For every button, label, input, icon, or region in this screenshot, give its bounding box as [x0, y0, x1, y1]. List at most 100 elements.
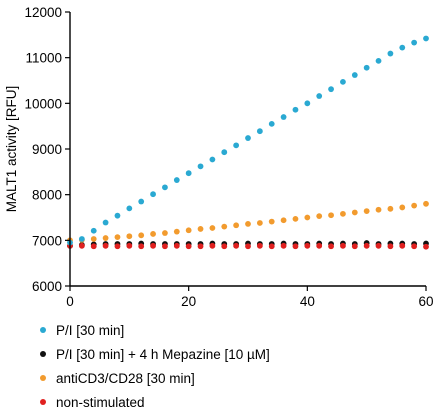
data-point	[411, 202, 418, 209]
data-point	[90, 227, 97, 234]
data-point	[387, 50, 394, 57]
y-axis-label: MALT1 activity [RFU]	[4, 86, 19, 213]
data-point	[328, 86, 334, 93]
data-point	[126, 205, 133, 212]
data-point	[150, 231, 156, 237]
data-point	[221, 243, 228, 250]
data-point	[245, 243, 251, 250]
data-point	[328, 243, 334, 250]
data-point	[173, 228, 180, 235]
data-point	[363, 242, 370, 249]
y-tick-label: 11000	[25, 51, 62, 66]
legend: P/I [30 min] P/I [30 min] + 4 h Mepazine …	[38, 318, 270, 414]
legend-label: P/I [30 min] + 4 h Mepazine [10 µM]	[56, 346, 270, 362]
data-point	[173, 177, 180, 183]
data-point	[328, 212, 334, 219]
data-point	[316, 93, 323, 99]
data-point	[138, 198, 145, 205]
data-point	[363, 208, 370, 215]
data-point	[114, 234, 121, 241]
data-point	[411, 243, 418, 250]
data-point	[173, 242, 180, 249]
data-point	[150, 242, 156, 249]
data-point	[102, 219, 109, 226]
y-tick-label: 9000	[32, 142, 62, 157]
data-point	[138, 243, 145, 250]
data-point	[387, 243, 394, 250]
data-point	[340, 78, 346, 85]
series-3	[67, 242, 429, 250]
data-point	[102, 235, 109, 241]
data-point	[399, 44, 406, 51]
data-point	[185, 227, 192, 234]
data-point	[78, 236, 85, 242]
data-point	[292, 106, 299, 113]
data-point	[78, 242, 85, 249]
data-point	[423, 35, 429, 42]
data-point	[90, 236, 97, 242]
legend-marker	[40, 351, 46, 357]
data-point	[185, 170, 192, 177]
legend-label: antiCD3/CD28 [30 min]	[56, 370, 195, 386]
y-tick-label: 10000	[24, 96, 62, 111]
data-point	[221, 149, 228, 156]
data-point	[399, 242, 406, 249]
plot-marks	[67, 35, 429, 250]
data-point	[221, 223, 228, 230]
data-point	[375, 242, 382, 249]
data-point	[162, 230, 168, 236]
data-point	[387, 205, 394, 212]
data-point	[268, 218, 275, 225]
data-point	[150, 191, 156, 198]
data-point	[114, 212, 121, 219]
data-point	[245, 220, 251, 227]
data-point	[138, 232, 145, 239]
data-point	[185, 243, 192, 250]
y-tick-label: 12000	[24, 5, 62, 20]
y-tick-label: 7000	[32, 233, 62, 248]
data-point	[256, 128, 263, 135]
x-tick-label: 20	[181, 294, 196, 309]
data-point	[233, 222, 240, 229]
data-point	[280, 242, 287, 249]
legend-marker	[40, 375, 46, 381]
data-point	[90, 243, 97, 250]
data-point	[114, 243, 121, 250]
data-point	[268, 120, 275, 127]
data-point	[411, 39, 418, 46]
legend-item: P/I [30 min]	[38, 318, 270, 342]
x-tick-label: 60	[418, 294, 433, 309]
data-point	[162, 184, 168, 191]
legend-marker	[40, 327, 46, 333]
data-point	[233, 242, 240, 249]
x-tick-label: 40	[300, 294, 315, 309]
series-2	[67, 200, 429, 244]
y-tick-label: 6000	[32, 279, 62, 294]
data-point	[197, 226, 204, 232]
legend-label: non-stimulated	[56, 394, 145, 410]
x-tick-label: 0	[66, 294, 74, 309]
data-point	[351, 243, 358, 250]
data-point	[280, 217, 287, 224]
x-axis-ticks: 0 20 40 60	[66, 286, 434, 309]
legend-label: P/I [30 min]	[56, 322, 125, 338]
data-point	[256, 220, 263, 226]
data-point	[102, 242, 109, 249]
data-point	[340, 242, 346, 249]
data-point	[197, 243, 204, 250]
data-point	[304, 242, 311, 249]
data-point	[351, 72, 358, 78]
data-point	[375, 206, 382, 213]
data-point	[197, 163, 204, 170]
data-point	[126, 233, 133, 240]
data-point	[423, 243, 429, 250]
data-point	[304, 100, 311, 107]
data-point	[399, 204, 406, 211]
data-point	[375, 57, 382, 64]
legend-item: P/I [30 min] + 4 h Mepazine [10 µM]	[38, 342, 270, 366]
data-point	[304, 214, 311, 221]
data-point	[316, 213, 323, 220]
data-point	[256, 242, 263, 249]
data-point	[292, 215, 299, 222]
y-axis-ticks: 6000 7000 8000 9000 10000 11000 12000	[24, 5, 70, 294]
